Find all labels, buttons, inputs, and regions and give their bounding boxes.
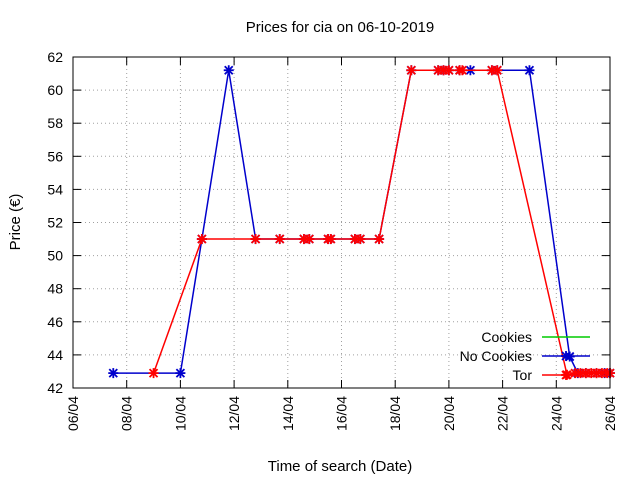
y-tick-label: 48 bbox=[47, 281, 63, 297]
y-tick-label: 50 bbox=[47, 248, 63, 264]
series-layer bbox=[108, 65, 615, 380]
data-point bbox=[406, 65, 417, 76]
y-tick-label: 54 bbox=[47, 181, 63, 197]
y-tick-label: 58 bbox=[47, 115, 63, 131]
series-tor bbox=[148, 65, 615, 380]
data-point bbox=[304, 234, 315, 245]
data-point bbox=[561, 351, 571, 361]
data-point bbox=[274, 234, 285, 245]
data-point bbox=[148, 368, 159, 379]
x-tick-label: 24/04 bbox=[548, 396, 564, 431]
grid-lines bbox=[73, 57, 610, 388]
chart-title: Prices for cia on 06-10-2019 bbox=[246, 19, 434, 36]
data-point bbox=[355, 234, 366, 245]
y-tick-label: 60 bbox=[47, 82, 63, 98]
y-tick-label: 56 bbox=[47, 148, 63, 164]
data-point bbox=[374, 234, 385, 245]
axis-ticks: 42 44 46 48 50 52 54 56 58 60 62 06/04 08/04 10/04 12/… bbox=[47, 49, 618, 431]
x-tick-label: 18/04 bbox=[387, 396, 403, 431]
legend: Cookies No Cookies Tor bbox=[460, 329, 590, 383]
x-tick-label: 06/04 bbox=[65, 396, 81, 431]
data-point bbox=[492, 65, 503, 76]
x-tick-label: 16/04 bbox=[334, 396, 350, 431]
y-axis-label: Price (€) bbox=[7, 194, 24, 251]
y-tick-label: 62 bbox=[47, 49, 63, 65]
data-point bbox=[250, 234, 261, 245]
y-tick-label: 52 bbox=[47, 215, 63, 231]
x-tick-label: 26/04 bbox=[602, 396, 618, 431]
data-point bbox=[196, 234, 207, 245]
data-point bbox=[325, 234, 336, 245]
data-point bbox=[457, 65, 468, 76]
x-tick-label: 14/04 bbox=[280, 396, 296, 431]
y-tick-label: 42 bbox=[47, 380, 63, 396]
x-tick-label: 10/04 bbox=[172, 396, 188, 431]
data-point bbox=[443, 65, 454, 76]
legend-label: Tor bbox=[513, 367, 533, 383]
data-point bbox=[524, 65, 535, 76]
y-tick-label: 46 bbox=[47, 314, 63, 330]
data-point bbox=[223, 65, 234, 76]
x-axis-label: Time of search (Date) bbox=[268, 458, 413, 475]
series-no-cookies bbox=[108, 65, 615, 379]
data-point bbox=[108, 368, 119, 379]
x-tick-label: 08/04 bbox=[119, 396, 135, 431]
y-tick-label: 44 bbox=[47, 347, 63, 363]
legend-label: Cookies bbox=[481, 329, 532, 345]
legend-label: No Cookies bbox=[460, 348, 532, 364]
data-point bbox=[561, 370, 571, 380]
x-tick-label: 12/04 bbox=[226, 396, 242, 431]
x-tick-label: 20/04 bbox=[441, 396, 457, 431]
data-point bbox=[175, 368, 186, 379]
series-line bbox=[113, 69, 610, 374]
x-tick-label: 22/04 bbox=[495, 396, 511, 431]
